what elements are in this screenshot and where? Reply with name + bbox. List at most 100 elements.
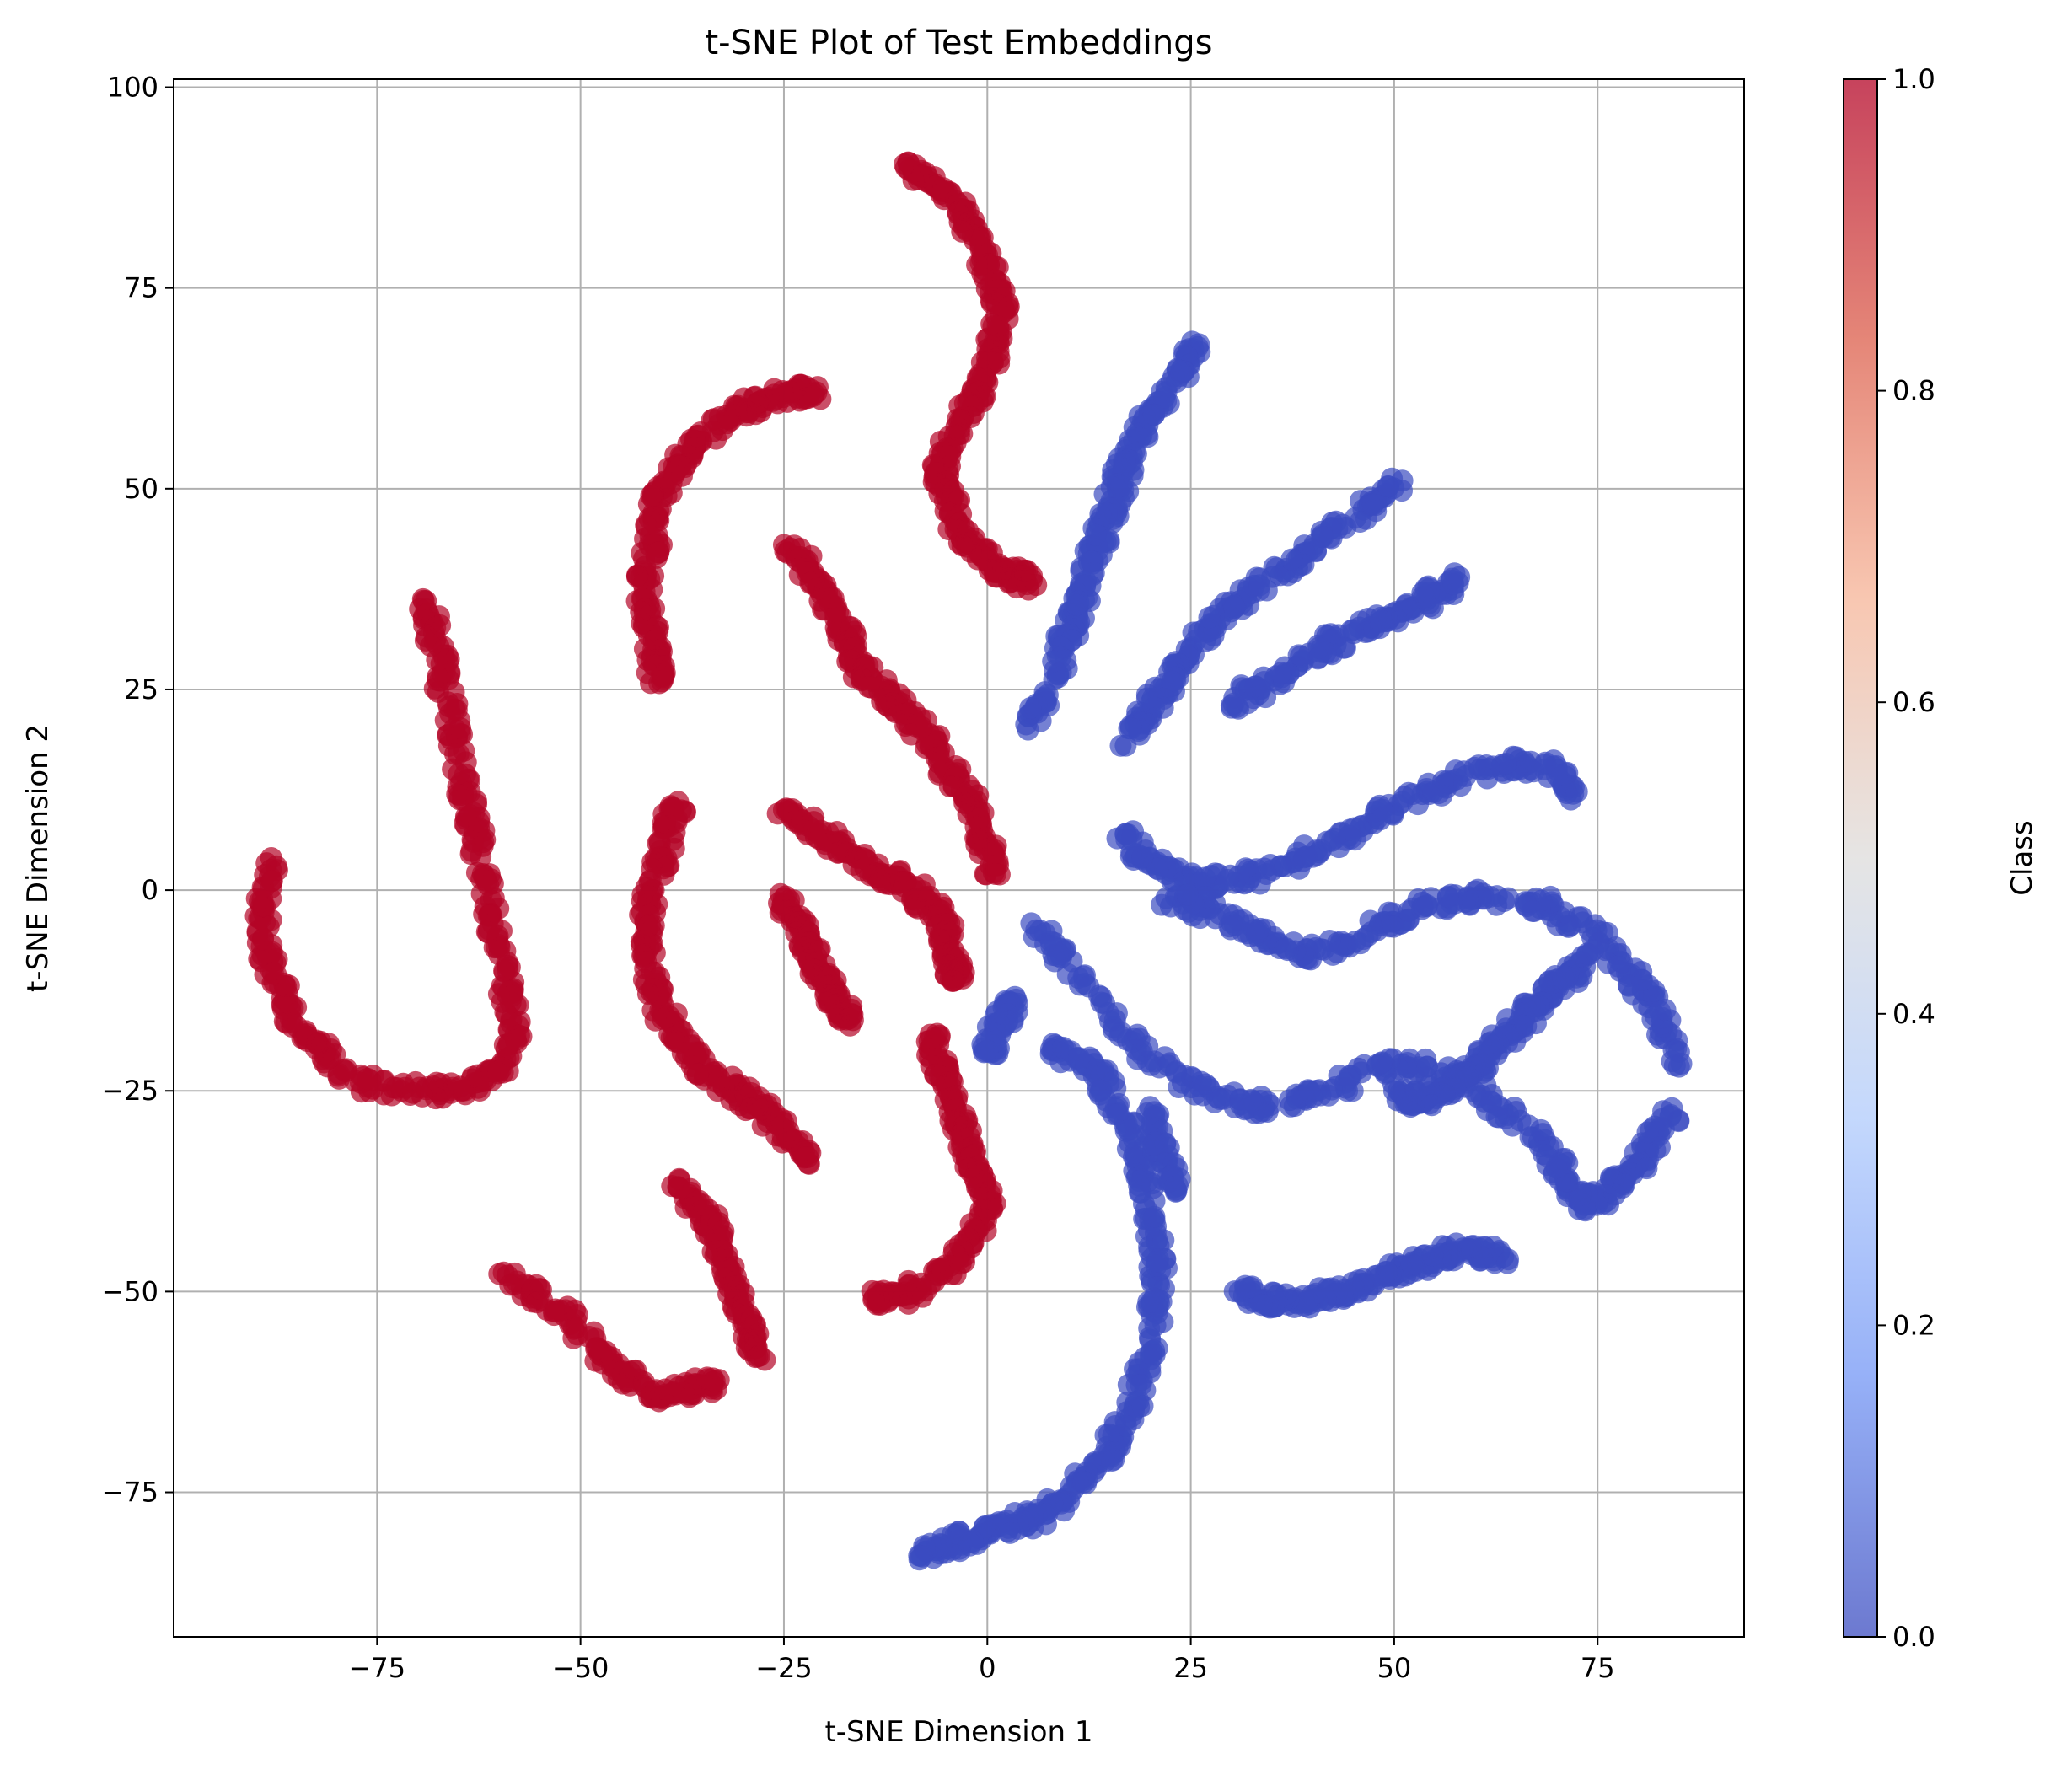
scatter-point (1143, 1205, 1166, 1228)
scatter-point (651, 670, 674, 693)
scatter-point (1163, 1176, 1186, 1199)
scatter-point (941, 1070, 964, 1093)
scatter-point (749, 1344, 771, 1367)
scatter-point (1280, 548, 1303, 571)
scatter-point (1635, 1157, 1658, 1180)
scatter-point (1654, 998, 1677, 1021)
scatter-point (1072, 1471, 1095, 1494)
scatter-point (459, 843, 482, 866)
scatter-point (1153, 386, 1176, 409)
scatter-point (260, 888, 282, 910)
scatter-point (1431, 784, 1453, 807)
scatter-point (636, 983, 659, 1006)
scatter-point (1084, 523, 1107, 546)
y-tick-label: −25 (101, 1075, 158, 1107)
scatter-point (611, 1372, 634, 1395)
scatter-point (668, 1032, 690, 1054)
scatter-point (911, 1545, 934, 1568)
y-axis-title: t-SNE Dimension 2 (21, 724, 55, 992)
scatter-point (949, 1252, 972, 1275)
scatter-point (674, 800, 696, 823)
scatter-point (1216, 868, 1239, 891)
scatter-point (705, 427, 727, 450)
scatter-point (1377, 475, 1399, 497)
grid-lines (174, 79, 1744, 1637)
scatter-point (725, 404, 748, 426)
scatter-point (985, 292, 1008, 315)
scatter-point (862, 1288, 885, 1311)
scatter-point (1126, 1023, 1149, 1046)
colorbar-tick-label: 0.8 (1892, 375, 1935, 407)
scatter-point (1636, 1121, 1659, 1144)
scatter-point (1224, 914, 1247, 936)
scatter-point (638, 914, 661, 936)
scatter-points (244, 151, 1693, 1571)
scatter-point (1066, 593, 1088, 616)
scatter-point (1114, 734, 1137, 757)
scatter-point (1421, 1244, 1444, 1267)
scatter-point (977, 351, 1000, 373)
y-tick-label: 100 (107, 72, 158, 104)
scatter-point (1114, 823, 1137, 845)
scatter-point (1621, 983, 1644, 1006)
scatter-point (454, 1079, 476, 1102)
y-tick-label: 75 (124, 272, 158, 304)
scatter-point (1565, 780, 1588, 803)
scatter-point (1155, 887, 1178, 909)
x-tick-label: 50 (1377, 1652, 1412, 1684)
scatter-point (984, 863, 1006, 886)
scatter-point (1017, 718, 1039, 741)
scatter-point (1228, 1280, 1251, 1303)
scatter-point (924, 462, 947, 485)
scatter-point (448, 784, 471, 807)
scatter-point (931, 180, 953, 202)
scatter-point (789, 538, 812, 560)
colorbar-tick-label: 0.4 (1892, 998, 1935, 1030)
scatter-point (1312, 526, 1334, 549)
scatter-point (466, 1064, 489, 1086)
scatter-point (630, 601, 652, 624)
scatter-point (1270, 662, 1292, 684)
colorbar-tick-label: 0.2 (1892, 1309, 1935, 1341)
scatter-point (653, 811, 676, 834)
scatter-point (257, 915, 280, 938)
chart-title: t-SNE Plot of Test Embeddings (706, 24, 1213, 62)
scatter-point (1130, 1374, 1152, 1397)
scatter-point (1152, 1229, 1175, 1252)
scatter-point (1042, 650, 1065, 673)
scatter-point (1575, 942, 1598, 965)
scatter-point (1135, 687, 1158, 710)
x-tick-label: 25 (1173, 1652, 1208, 1684)
scatter-point (665, 1002, 688, 1025)
scatter-point (635, 951, 658, 974)
x-axis-title: t-SNE Dimension 1 (824, 1715, 1092, 1749)
scatter-point (707, 1369, 730, 1392)
scatter-point (1607, 955, 1629, 978)
scatter-point (1248, 1102, 1270, 1124)
colorbar-tick-label: 1.0 (1892, 63, 1935, 95)
scatter-point (1110, 475, 1133, 497)
colorbar-tick-label: 0.6 (1892, 686, 1935, 718)
scatter-point (1370, 1052, 1393, 1075)
colorbar-ticks: 0.0 0.2 0.4 0.6 0.8 1.0 (1877, 63, 1935, 1653)
scatter-point (382, 1076, 405, 1099)
scatter-point (1194, 1073, 1217, 1096)
scatter-point (642, 565, 665, 587)
scatter-point (477, 918, 500, 941)
scatter-point (939, 445, 962, 468)
scatter-point (432, 1086, 454, 1109)
scatter-point (566, 1303, 588, 1326)
scatter-point (1519, 750, 1542, 773)
scatter-point (827, 613, 850, 636)
scatter-point (899, 1282, 921, 1305)
scatter-point (931, 1257, 953, 1279)
scatter-point (985, 1000, 1008, 1023)
scatter-point (427, 666, 449, 689)
x-tick-label: 0 (979, 1652, 996, 1684)
plot-frame (173, 78, 1745, 1638)
scatter-point (1405, 1080, 1428, 1102)
scatter-point (498, 1032, 521, 1055)
scatter-point (1077, 975, 1100, 998)
scatter-point (1089, 1079, 1112, 1102)
scatter-point (444, 743, 467, 765)
